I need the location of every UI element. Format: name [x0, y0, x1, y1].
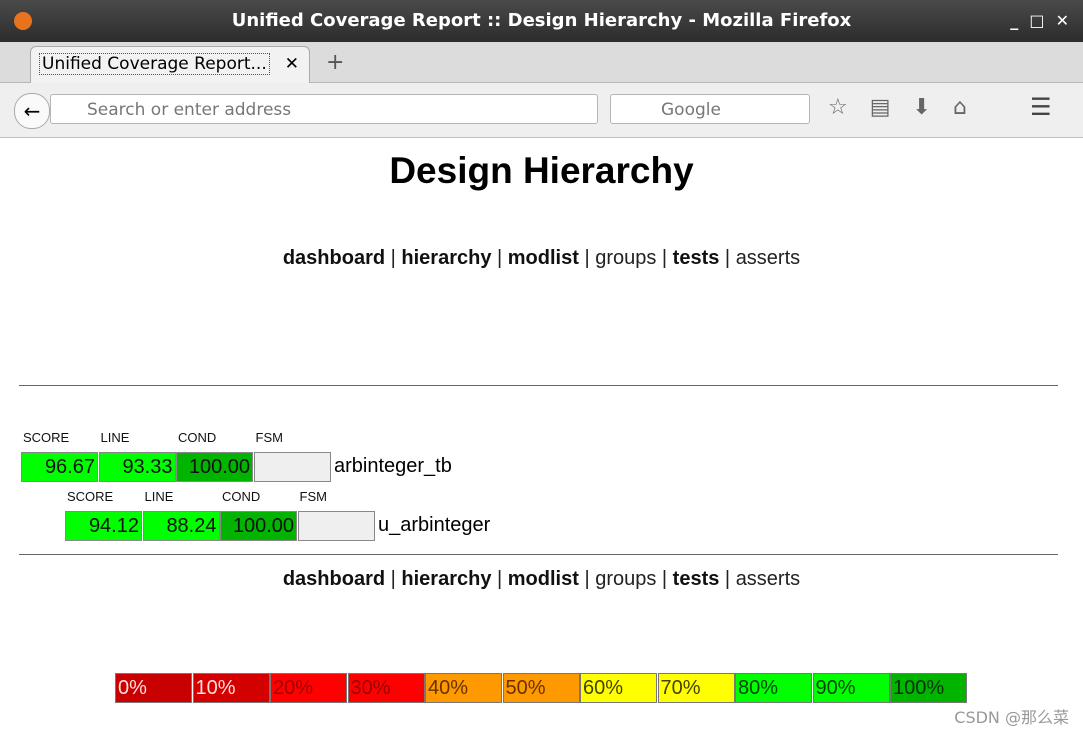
tab-title: Unified Coverage Report...	[39, 53, 270, 75]
nav-link[interactable]: hierarchy	[401, 247, 492, 269]
score-cell: 93.33	[98, 452, 176, 482]
legend-swatch: 20%	[270, 673, 347, 703]
nav-link[interactable]: hierarchy	[401, 568, 492, 590]
nav-link[interactable]: tests	[672, 247, 720, 269]
address-bar[interactable]: Search or enter address	[50, 94, 598, 124]
divider	[19, 385, 1058, 386]
tab[interactable]: Unified Coverage Report... ✕	[30, 46, 310, 83]
score-cell: 94.12	[65, 511, 142, 541]
legend-swatch: 10%	[192, 673, 270, 703]
score-cell: 88.24	[142, 511, 220, 541]
instance-name[interactable]: arbinteger_tb	[334, 455, 452, 477]
legend-swatch: 50%	[502, 673, 580, 703]
column-header: SCORE	[67, 489, 114, 504]
legend-swatch: 40%	[425, 673, 502, 703]
column-header: FSM	[255, 430, 283, 445]
firefox-icon	[14, 12, 32, 30]
nav-link[interactable]: modlist	[507, 247, 579, 269]
nav-link[interactable]: asserts	[735, 247, 801, 269]
nav-link[interactable]: asserts	[735, 568, 801, 590]
window-controls[interactable]: _ □ ✕	[1010, 11, 1069, 30]
legend-swatch: 100%	[890, 673, 967, 703]
title-bar: Unified Coverage Report :: Design Hierar…	[0, 0, 1083, 42]
toolbar-icons[interactable]: ☆▤⬇⌂	[828, 95, 989, 120]
nav-link[interactable]: modlist	[507, 568, 579, 590]
search-placeholder: Google	[661, 100, 721, 120]
legend-swatch: 80%	[735, 673, 812, 703]
instance-name[interactable]: u_arbinteger	[378, 514, 491, 536]
score-cell	[297, 511, 375, 541]
close-tab[interactable]: ✕	[284, 54, 299, 74]
nav-links: dashboard | hierarchy | modlist | groups…	[282, 568, 801, 590]
column-header: LINE	[100, 430, 130, 445]
score-cell: 96.67	[21, 452, 98, 482]
nav-toolbar: ← Search or enter address Google ☆▤⬇⌂ ☰	[0, 83, 1083, 138]
nav-links: dashboard | hierarchy | modlist | groups…	[282, 247, 801, 269]
score-cell: 100.00	[220, 511, 297, 541]
divider	[19, 554, 1058, 555]
legend-swatch: 70%	[657, 673, 735, 703]
watermark: CSDN @那么菜	[954, 708, 1069, 727]
back-button[interactable]: ←	[14, 93, 50, 129]
new-tab[interactable]: +	[326, 50, 345, 75]
legend-swatch: 90%	[812, 673, 890, 703]
column-header: COND	[178, 430, 217, 445]
column-header: SCORE	[23, 430, 70, 445]
column-header: FSM	[299, 489, 327, 504]
legend-swatch: 0%	[115, 673, 192, 703]
score-cell: 100.00	[176, 452, 253, 482]
column-header: LINE	[144, 489, 174, 504]
legend-swatch: 30%	[347, 673, 425, 703]
nav-link[interactable]: tests	[672, 568, 720, 590]
column-header: COND	[222, 489, 261, 504]
nav-link[interactable]: dashboard	[282, 568, 386, 590]
legend-swatch: 60%	[580, 673, 657, 703]
nav-link[interactable]: dashboard	[282, 247, 386, 269]
nav-link[interactable]: groups	[595, 247, 657, 269]
score-cell	[253, 452, 331, 482]
page-title: Design Hierarchy	[389, 150, 694, 191]
address-placeholder: Search or enter address	[87, 100, 292, 120]
nav-link[interactable]: groups	[595, 568, 657, 590]
search-bar[interactable]: Google	[610, 94, 810, 124]
window-title: Unified Coverage Report :: Design Hierar…	[231, 10, 852, 31]
menu-button[interactable]: ☰	[1030, 93, 1052, 121]
